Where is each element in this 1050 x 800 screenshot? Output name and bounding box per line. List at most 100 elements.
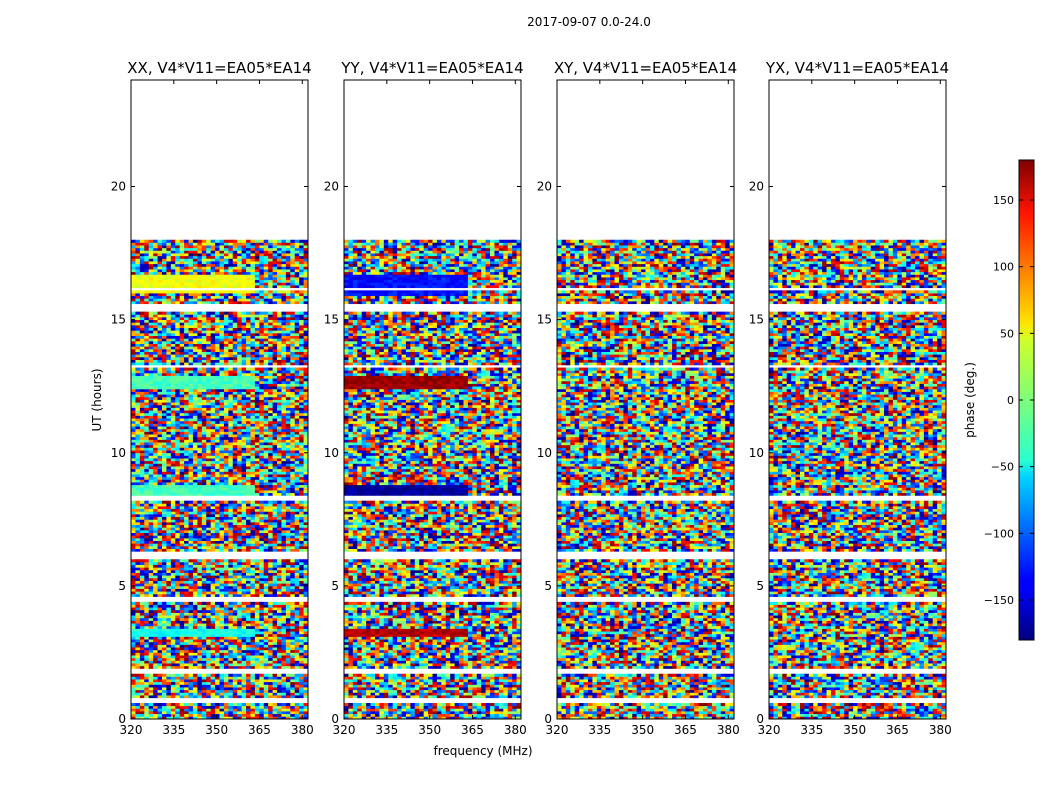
heat-cell — [193, 644, 198, 647]
heat-cell — [175, 682, 180, 685]
heat-cell — [259, 674, 264, 677]
heat-cell — [286, 703, 291, 706]
heat-cell — [215, 647, 220, 650]
heat-cell — [268, 666, 273, 669]
heat-cell — [264, 605, 269, 608]
heat-cell — [250, 655, 255, 658]
heat-cell — [228, 676, 233, 679]
heat-cell — [277, 631, 282, 634]
heat-cell — [158, 647, 163, 650]
heat-cell — [206, 610, 211, 613]
heat-cell — [206, 615, 211, 618]
heat-cell — [193, 692, 198, 695]
heat-cell — [135, 682, 140, 685]
heat-cell — [290, 626, 295, 629]
heat-cell — [166, 647, 171, 650]
heat-cell — [290, 682, 295, 685]
heat-cell — [286, 613, 291, 616]
heat-cell — [211, 690, 216, 693]
heat-cell — [131, 714, 136, 717]
heat-cell — [135, 655, 140, 658]
heat-cell — [158, 610, 163, 613]
heat-cell — [171, 674, 176, 677]
heat-cell — [286, 666, 291, 669]
heat-cell — [246, 620, 251, 623]
heat-cell — [131, 631, 136, 634]
heat-cell — [197, 695, 202, 698]
heat-cell — [255, 644, 260, 647]
heat-cell — [273, 655, 278, 658]
heat-cell — [140, 605, 145, 608]
heat-cell — [180, 666, 185, 669]
heat-cell — [281, 684, 286, 687]
heat-cell — [242, 610, 247, 613]
heat-cell — [259, 660, 264, 663]
heat-cell — [299, 605, 304, 608]
heat-cell — [162, 692, 167, 695]
heat-cell — [193, 623, 198, 626]
heat-cell — [131, 620, 136, 623]
heat-cell — [171, 706, 176, 709]
heat-cell — [273, 658, 278, 661]
heat-cell — [131, 639, 136, 642]
heat-cell — [259, 652, 264, 655]
heat-cell — [189, 605, 194, 608]
heat-cell — [268, 650, 273, 653]
heat-cell — [250, 610, 255, 613]
heat-cell — [281, 711, 286, 714]
heat-cell — [171, 594, 176, 597]
heat-cell — [220, 663, 225, 666]
heat-cell — [140, 615, 145, 618]
heat-cell — [166, 655, 171, 658]
heat-cell — [175, 607, 180, 610]
heat-cell — [295, 634, 300, 637]
heat-cell — [158, 687, 163, 690]
heat-cell — [175, 628, 180, 631]
heat-cell — [166, 676, 171, 679]
heat-cell — [180, 658, 185, 661]
heat-cell — [228, 650, 233, 653]
heat-cell — [286, 679, 291, 682]
heat-cell — [131, 652, 136, 655]
heat-cell — [171, 666, 176, 669]
heat-cell — [215, 674, 220, 677]
heat-cell — [135, 628, 140, 631]
heat-cell — [135, 639, 140, 642]
heat-cell — [273, 711, 278, 714]
heat-cell — [224, 639, 229, 642]
heat-cell — [175, 679, 180, 682]
heat-cell — [166, 663, 171, 666]
heat-cell — [233, 703, 238, 706]
heat-cell — [211, 652, 216, 655]
heat-cell — [144, 674, 149, 677]
heat-cell — [259, 684, 264, 687]
heat-cell — [290, 674, 295, 677]
heat-cell — [158, 602, 163, 605]
heat-cell — [259, 687, 264, 690]
heat-cell — [211, 695, 216, 698]
heat-cell — [215, 623, 220, 626]
heat-cell — [149, 711, 154, 714]
heat-cell — [189, 636, 194, 639]
heat-cell — [158, 695, 163, 698]
heat-cell — [246, 687, 251, 690]
heat-cell — [140, 679, 145, 682]
heat-cell — [264, 650, 269, 653]
heat-cell — [197, 655, 202, 658]
heat-cell — [277, 647, 282, 650]
heat-cell — [268, 626, 273, 629]
heat-cell — [286, 636, 291, 639]
heat-cell — [228, 610, 233, 613]
heat-cell — [246, 692, 251, 695]
heat-cell — [189, 647, 194, 650]
heat-cell — [144, 666, 149, 669]
heat-cell — [268, 655, 273, 658]
heat-cell — [295, 631, 300, 634]
heat-cell — [149, 679, 154, 682]
heat-cell — [162, 623, 167, 626]
heat-cell — [158, 594, 163, 597]
heat-cell — [273, 676, 278, 679]
heat-cell — [211, 714, 216, 717]
heat-cell — [255, 663, 260, 666]
heat-cell — [233, 708, 238, 711]
